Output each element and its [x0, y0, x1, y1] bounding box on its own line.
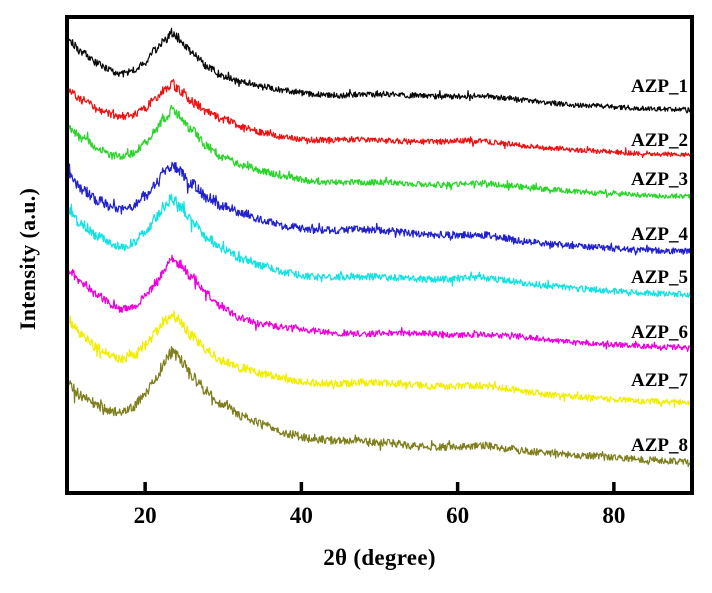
series-label-AZP_5: AZP_5 — [631, 267, 688, 288]
x-axis-title: 2θ (degree) — [323, 545, 436, 570]
y-axis-title: Intensity (a.u.) — [15, 187, 40, 331]
xrd-trace-AZP_2 — [66, 78, 693, 159]
x-tick-label-80: 80 — [602, 503, 625, 528]
xrd-trace-AZP_4 — [66, 161, 693, 256]
xrd-trace-AZP_6 — [66, 254, 693, 352]
xrd-trace-AZP_8 — [66, 346, 693, 468]
x-tick-label-60: 60 — [446, 503, 469, 528]
xrd-trace-AZP_3 — [66, 104, 693, 200]
x-tick-label-20: 20 — [134, 503, 157, 528]
xrd-trace-AZP_7 — [66, 310, 693, 408]
xrd-trace-AZP_5 — [66, 193, 693, 299]
series-label-AZP_1: AZP_1 — [631, 76, 688, 97]
series-label-AZP_8: AZP_8 — [631, 435, 688, 456]
plot-frame — [65, 15, 694, 495]
series-label-AZP_4: AZP_4 — [631, 224, 689, 245]
x-tick-label-40: 40 — [290, 503, 313, 528]
series-label-AZP_2: AZP_2 — [631, 130, 688, 151]
xrd-trace-AZP_1 — [66, 27, 693, 114]
series-label-AZP_7: AZP_7 — [631, 370, 689, 391]
series-label-AZP_3: AZP_3 — [631, 169, 688, 190]
series-label-AZP_6: AZP_6 — [631, 322, 688, 343]
